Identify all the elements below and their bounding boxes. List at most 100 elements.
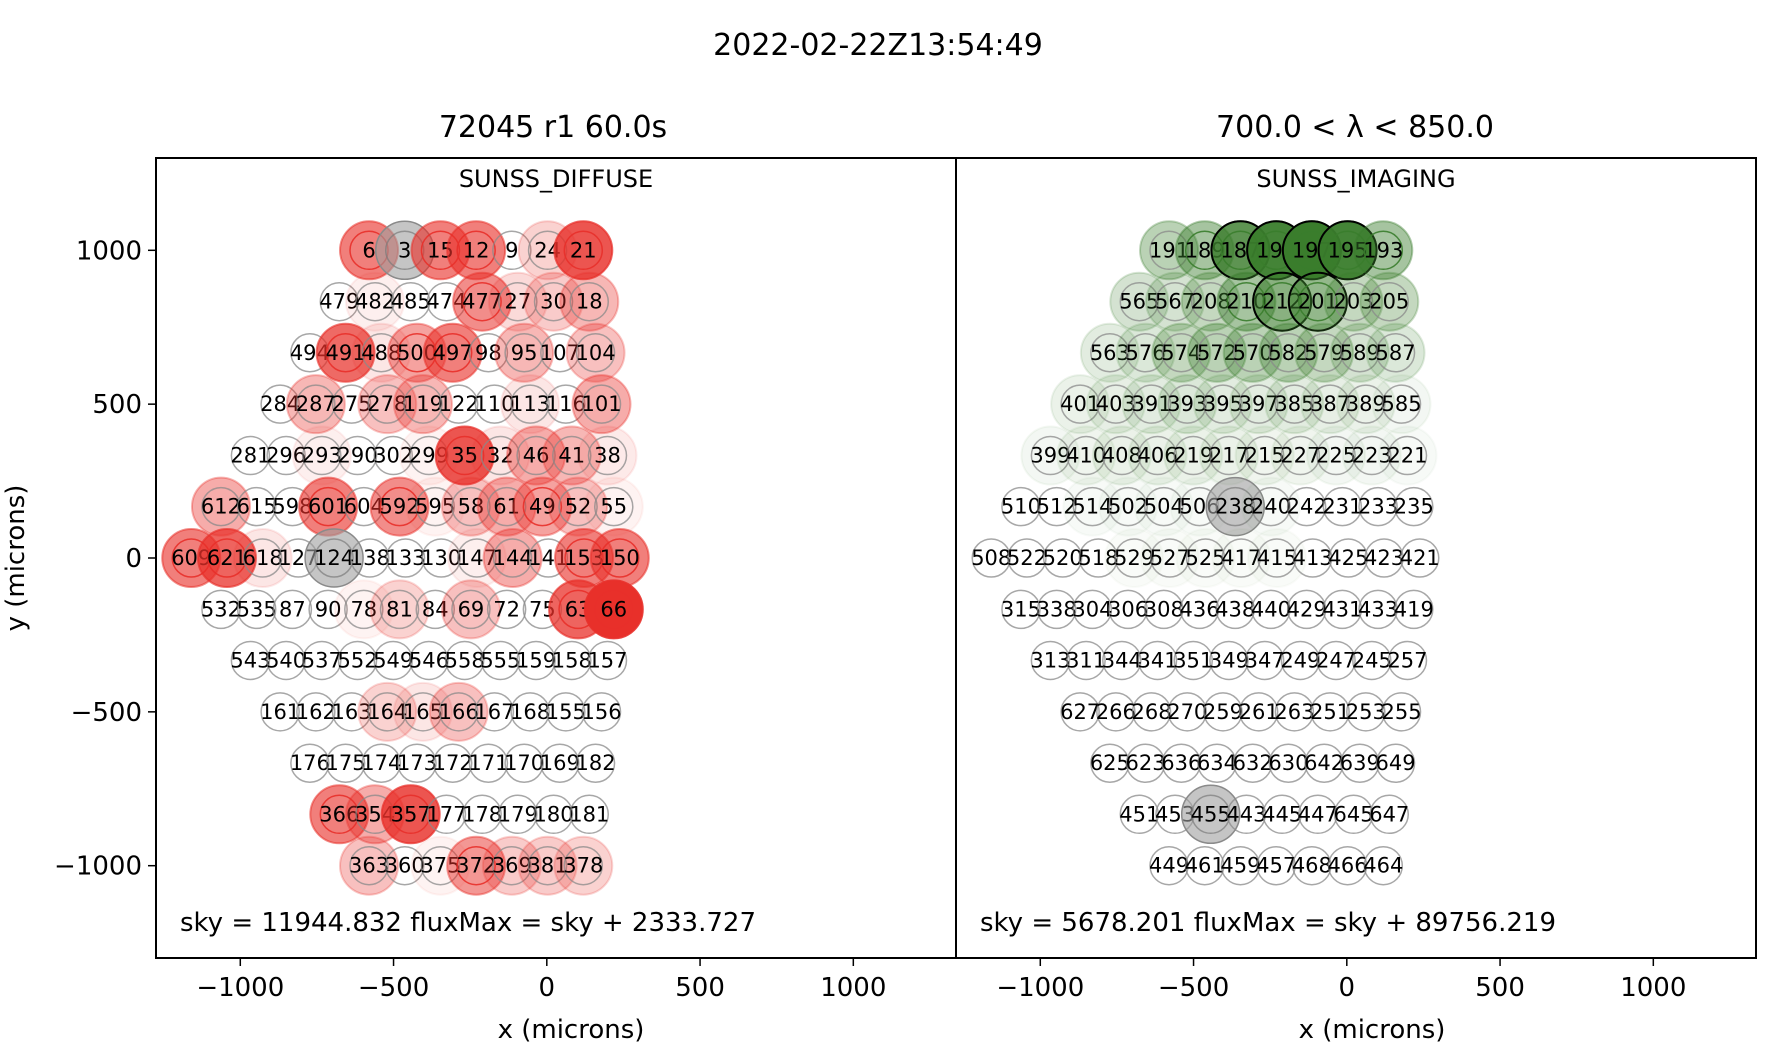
fiber-marker: 308 — [1144, 589, 1184, 630]
fiber-id-label: 9 — [505, 238, 518, 262]
fiber-id-label: 313 — [1030, 648, 1070, 672]
fiber-id-label: 344 — [1102, 648, 1142, 672]
fiber-marker: 275 — [332, 384, 372, 424]
fiber-marker: 589 — [1329, 322, 1390, 383]
fiber-id-label: 3 — [398, 238, 411, 262]
fiber-id-label: 595 — [415, 495, 455, 519]
fiber-id-label: 636 — [1161, 751, 1201, 775]
fiber-marker: 408 — [1091, 425, 1152, 486]
fiber-marker: 268 — [1132, 692, 1172, 732]
fiber-id-label: 459 — [1220, 854, 1260, 878]
fiber-marker: 157 — [587, 640, 628, 681]
fiber-id-label: 208 — [1191, 290, 1231, 314]
fiber-marker: 169 — [540, 743, 580, 783]
right-x-ticks: −1000 −500 0 500 1000 — [996, 958, 1686, 1003]
fiber-id-label: 504 — [1144, 495, 1184, 519]
fiber-id-label: 491 — [326, 341, 366, 365]
fiber-marker: 540 — [266, 640, 306, 681]
right-panel-subtitle: SUNSS_IMAGING — [1256, 165, 1455, 193]
fiber-marker: 389 — [1335, 374, 1396, 435]
fiber-id-label: 360 — [385, 854, 425, 878]
fiber-id-label: 58 — [458, 495, 485, 519]
fiber-id-label: 512 — [1037, 495, 1077, 519]
fiber-id-label: 293 — [302, 444, 342, 468]
fiber-id-label: 438 — [1215, 597, 1255, 621]
fiber-id-label: 278 — [367, 392, 407, 416]
fiber-id-label: 32 — [487, 444, 514, 468]
fiber-id-label: 281 — [230, 444, 270, 468]
fiber-marker: 58 — [440, 476, 501, 537]
fiber-marker: 253 — [1346, 692, 1386, 732]
fiber-marker: 177 — [426, 794, 466, 835]
fiber-marker: 113 — [500, 374, 561, 435]
fiber-id-label: 41 — [558, 444, 585, 468]
fiber-marker: 567 — [1145, 271, 1206, 332]
fiber-marker: 497 — [422, 322, 483, 383]
fiber-id-label: 421 — [1400, 546, 1440, 570]
fiber-marker: 247 — [1316, 640, 1356, 681]
fiber-id-label: 259 — [1203, 700, 1243, 724]
fiber-marker: 263 — [1274, 692, 1314, 732]
fiber-marker: 477 — [452, 271, 513, 332]
fiber-id-label: 576 — [1126, 341, 1166, 365]
fiber-id-label: 518 — [1078, 546, 1118, 570]
fiber-marker: 219 — [1163, 425, 1224, 486]
fiber-marker: 242 — [1287, 486, 1327, 527]
fiber-marker: 162 — [296, 692, 336, 732]
fiber-id-label: 245 — [1352, 648, 1392, 672]
fiber-marker: 9 — [492, 230, 532, 271]
fiber-id-label: 182 — [575, 751, 615, 775]
fiber-id-label: 302 — [373, 444, 413, 468]
fiber-id-label: 116 — [546, 392, 586, 416]
fiber-marker: 459 — [1220, 845, 1260, 886]
fiber-marker: 401 — [1050, 374, 1111, 435]
fiber-id-label: 632 — [1233, 751, 1273, 775]
fiber-id-label: 144 — [493, 546, 533, 570]
fiber-id-label: 174 — [361, 751, 401, 775]
fiber-marker: 504 — [1134, 477, 1193, 536]
fiber-id-label: 451 — [1119, 802, 1159, 826]
fiber-id-label: 180 — [534, 802, 574, 826]
fiber-marker: 455 — [1180, 784, 1241, 845]
fiber-id-label: 227 — [1280, 444, 1320, 468]
fiber-marker: 574 — [1151, 322, 1212, 383]
fiber-id-label: 447 — [1298, 802, 1338, 826]
fiber-marker: 488 — [351, 322, 412, 383]
right-panel-title: 700.0 < λ < 850.0 — [1216, 110, 1494, 145]
fiber-id-label: 72 — [493, 597, 520, 621]
fiber-id-label: 205 — [1369, 290, 1409, 314]
fiber-marker: 360 — [385, 845, 425, 886]
fiber-marker: 164 — [357, 681, 418, 742]
fiber-id-label: 621 — [207, 546, 247, 570]
fiber-marker: 158 — [552, 640, 592, 681]
fiber-id-label: 18 — [576, 290, 603, 314]
fiber-marker: 107 — [540, 333, 580, 373]
fiber-marker: 576 — [1115, 322, 1176, 383]
fiber-marker: 369 — [481, 835, 542, 896]
fiber-id-label: 101 — [581, 392, 621, 416]
fiber-id-label: 406 — [1137, 444, 1177, 468]
fiber-id-label: 579 — [1304, 341, 1344, 365]
fiber-marker: 555 — [480, 640, 520, 681]
y-tick-label: 0 — [125, 544, 142, 574]
fiber-id-label: 49 — [529, 495, 556, 519]
fiber-marker: 30 — [523, 271, 584, 332]
fiber-id-label: 537 — [302, 648, 342, 672]
fiber-id-label: 156 — [581, 700, 621, 724]
fiber-id-label: 133 — [385, 546, 425, 570]
fiber-id-label: 639 — [1340, 751, 1380, 775]
fiber-marker: 238 — [1205, 476, 1265, 537]
fiber-marker: 372 — [446, 835, 507, 896]
fiber-id-label: 389 — [1346, 392, 1386, 416]
fiber-marker: 245 — [1352, 640, 1392, 681]
fiber-id-label: 130 — [421, 546, 461, 570]
fiber-id-label: 255 — [1381, 700, 1421, 724]
fiber-id-label: 119 — [403, 392, 443, 416]
fiber-marker: 313 — [1030, 640, 1070, 681]
right-sky-annotation: sky = 5678.201 fluxMax = sky + 89756.219 — [980, 908, 1556, 938]
fiber-marker: 191 — [1139, 220, 1200, 281]
fiber-id-label: 630 — [1268, 751, 1308, 775]
fiber-id-label: 433 — [1358, 597, 1398, 621]
fiber-id-label: 124 — [314, 546, 354, 570]
